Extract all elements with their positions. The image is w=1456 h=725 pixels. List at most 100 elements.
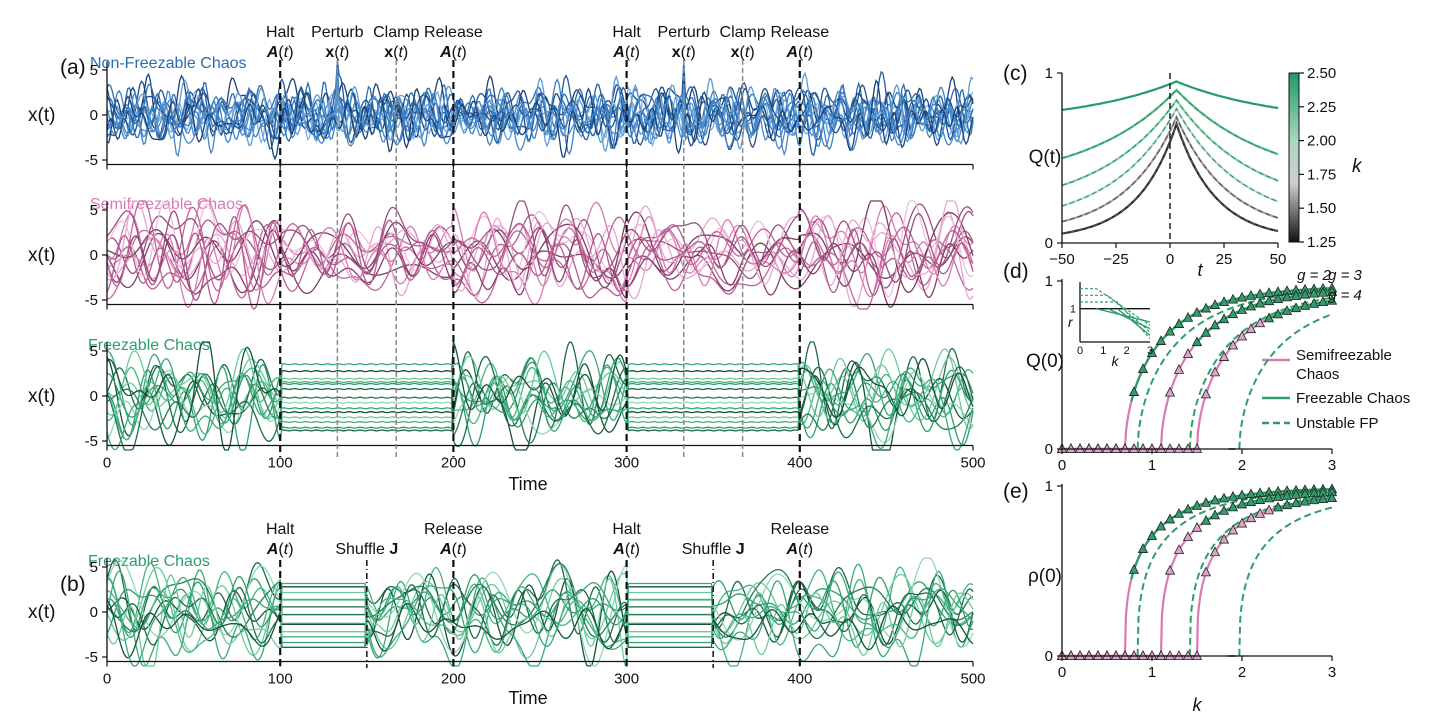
- inset-xlabel: k: [1112, 353, 1120, 369]
- data-marker: [1317, 296, 1329, 307]
- event-label: A(t): [785, 541, 813, 558]
- series-line: [106, 348, 973, 422]
- panel-label-d: (d): [1003, 260, 1029, 283]
- data-marker: [1173, 364, 1185, 374]
- data-marker: [1119, 443, 1131, 453]
- unstable-curve: [1228, 313, 1333, 450]
- data-marker: [1110, 443, 1122, 453]
- series-line: [106, 67, 974, 152]
- data-marker: [1245, 289, 1257, 300]
- series-line: [106, 341, 974, 451]
- series-line: [106, 574, 974, 668]
- data-marker: [1191, 306, 1203, 317]
- data-marker: [1128, 563, 1140, 574]
- data-marker: [1245, 496, 1257, 506]
- qt-curve-theory: [1061, 99, 1279, 186]
- event-label: Release: [424, 521, 483, 538]
- ytick-label: -5: [85, 433, 98, 450]
- series-line: [106, 200, 974, 292]
- data-marker: [1128, 650, 1140, 660]
- event-label: A(t): [785, 44, 813, 61]
- data-marker: [1164, 443, 1176, 453]
- xtick-label: 500: [960, 671, 985, 688]
- timeseries-freezable-a: [106, 341, 974, 451]
- data-marker: [1299, 299, 1311, 310]
- xtick-label: 0: [103, 455, 111, 472]
- event-label: Shuffle J: [682, 541, 745, 558]
- ytick-label: 5: [90, 62, 98, 79]
- ytick-label: 0: [90, 107, 98, 124]
- unstable-curve: [1179, 296, 1333, 450]
- data-marker: [1308, 287, 1320, 298]
- panel-label-b: (b): [60, 573, 86, 596]
- ytick-label: 5: [90, 202, 98, 219]
- inset-xtick-label: 3: [1147, 345, 1153, 357]
- data-marker: [1209, 494, 1221, 505]
- event-label: x(t): [672, 44, 696, 61]
- data-marker: [1155, 443, 1167, 453]
- data-marker: [1245, 300, 1257, 311]
- title-freezable-a: Freezable Chaos: [88, 337, 210, 354]
- data-marker: [1218, 351, 1230, 361]
- data-marker: [1254, 508, 1266, 518]
- ytick-label: 0: [90, 604, 98, 621]
- inset-curve: [1080, 294, 1151, 333]
- data-marker: [1200, 388, 1212, 399]
- colorbar-label: k: [1352, 156, 1363, 177]
- xtick-label: 100: [268, 671, 293, 688]
- xtick-label: 100: [268, 455, 293, 472]
- series-line: [106, 573, 973, 648]
- data-marker: [1074, 443, 1086, 453]
- xtick-label: 300: [614, 455, 639, 472]
- data-marker: [1299, 288, 1311, 299]
- data-marker: [1191, 443, 1203, 453]
- data-marker: [1119, 650, 1131, 660]
- data-marker: [1254, 317, 1266, 328]
- event-label: Halt: [612, 521, 641, 538]
- xtick-label: 500: [960, 455, 985, 472]
- data-marker: [1155, 520, 1167, 531]
- timeseries-non-freezable: [106, 60, 974, 161]
- data-marker: [1110, 650, 1122, 660]
- data-marker: [1182, 348, 1194, 359]
- data-marker: [1092, 650, 1104, 660]
- series-line: [106, 200, 974, 302]
- event-label: Clamp: [720, 24, 766, 41]
- xtick-label: 3: [1328, 457, 1336, 474]
- inset-curve: [1080, 301, 1151, 340]
- data-marker: [1200, 497, 1212, 507]
- panel-label-a: (a): [60, 56, 86, 79]
- legend-d: Semifreezable Chaos Freezable Chaos Unst…: [1262, 347, 1410, 432]
- xtick-label: 3: [1328, 664, 1336, 681]
- qt-curve: [1061, 120, 1279, 235]
- event-label: Shuffle J: [335, 541, 398, 558]
- ylabel-e: ρ(0): [1028, 566, 1062, 587]
- data-marker: [1272, 308, 1284, 319]
- colorbar-tick-label: 1.50: [1307, 200, 1336, 217]
- axes-a2: 5 0 -5 x(t): [28, 201, 974, 310]
- data-marker: [1281, 291, 1293, 302]
- g-label: g = 3: [1328, 267, 1362, 284]
- ytick-label: 1: [1045, 65, 1053, 82]
- data-marker: [1254, 494, 1266, 504]
- qt-curve-theory: [1061, 115, 1279, 223]
- event-label: x(t): [731, 44, 755, 61]
- data-marker: [1290, 497, 1302, 508]
- data-marker: [1191, 336, 1203, 347]
- event-label: Halt: [266, 521, 295, 538]
- data-marker: [1254, 297, 1266, 308]
- data-marker: [1290, 302, 1302, 313]
- event-label: A(t): [612, 44, 640, 61]
- data-marker: [1218, 492, 1230, 503]
- data-marker: [1146, 530, 1158, 540]
- series-line: [106, 203, 974, 309]
- data-marker: [1317, 286, 1329, 297]
- ytick-label: -5: [85, 152, 98, 169]
- ytick-label: 1: [1045, 273, 1053, 290]
- data-marker: [1308, 494, 1320, 505]
- series-line: [106, 347, 974, 430]
- data-marker: [1209, 546, 1221, 557]
- data-marker: [1200, 514, 1212, 525]
- ytick-label: -5: [85, 292, 98, 309]
